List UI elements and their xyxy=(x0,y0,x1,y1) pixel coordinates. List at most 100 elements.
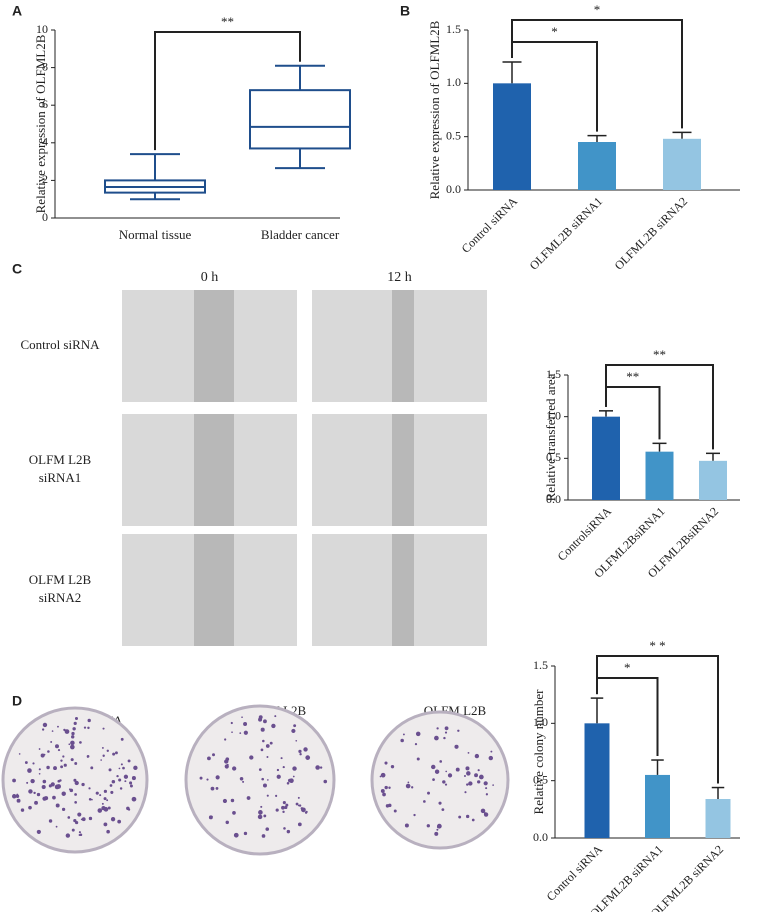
colony xyxy=(233,832,239,838)
bar xyxy=(705,799,731,838)
colony xyxy=(261,777,264,781)
colony xyxy=(38,772,41,775)
significance-label: * xyxy=(624,660,631,675)
bar xyxy=(663,138,701,190)
y-tick-label: 1.0 xyxy=(546,408,561,422)
colony xyxy=(480,808,486,814)
colony xyxy=(297,804,300,807)
colony xyxy=(60,759,63,762)
colony xyxy=(434,831,439,836)
colony xyxy=(57,725,59,728)
colony xyxy=(490,750,493,753)
significance-label: * xyxy=(594,2,601,17)
x-tick-label: Bladder cancer xyxy=(261,227,340,242)
colony xyxy=(413,813,416,817)
colony xyxy=(102,727,105,730)
colony xyxy=(434,735,439,741)
colony xyxy=(57,749,61,752)
colony xyxy=(230,721,233,725)
colony xyxy=(467,751,470,754)
colony xyxy=(442,780,446,784)
colony xyxy=(447,773,453,778)
colony xyxy=(110,817,116,822)
colony xyxy=(479,774,484,780)
colony xyxy=(282,765,285,769)
colony xyxy=(263,719,267,724)
colony xyxy=(215,775,220,780)
colony xyxy=(117,819,122,824)
colony xyxy=(91,798,93,801)
colony xyxy=(16,793,19,796)
colony xyxy=(42,779,47,784)
y-axis-label: Relative colony number xyxy=(531,689,546,815)
colony xyxy=(206,778,209,781)
colony xyxy=(74,762,78,765)
significance-label: ** xyxy=(653,347,666,362)
x-tick-label: OLFML2B siRNA2 xyxy=(612,194,690,272)
colony xyxy=(415,731,421,737)
colony xyxy=(463,774,466,777)
significance-bracket xyxy=(154,31,301,151)
colony xyxy=(73,721,77,725)
colony xyxy=(414,743,418,746)
colony xyxy=(436,828,439,831)
colony xyxy=(289,778,294,783)
colony xyxy=(122,766,125,770)
colony xyxy=(426,824,430,828)
x-tick-label: OLFML2B siRNA1 xyxy=(527,194,605,272)
bar xyxy=(493,83,531,190)
colony xyxy=(81,782,85,787)
colony xyxy=(390,765,395,769)
colony xyxy=(212,753,216,757)
colony xyxy=(249,755,254,760)
colony xyxy=(111,779,116,784)
colony xyxy=(12,778,16,783)
scratch-gap xyxy=(392,290,414,402)
colony xyxy=(444,731,448,734)
colony xyxy=(112,752,116,756)
colony xyxy=(43,753,46,756)
bar xyxy=(584,723,610,838)
x-tick-label: Control siRNA xyxy=(459,194,521,256)
y-tick-label: 1.0 xyxy=(533,715,548,729)
colony xyxy=(492,784,494,786)
colony xyxy=(468,781,473,786)
colony xyxy=(42,722,48,728)
colony xyxy=(55,803,60,808)
colony xyxy=(444,783,448,786)
y-axis-label: Relative expression of OLFML2B xyxy=(33,34,48,213)
y-tick-label: 0.0 xyxy=(546,492,561,506)
colony xyxy=(87,718,91,723)
colony xyxy=(471,818,475,822)
significance-bracket xyxy=(596,655,719,784)
colony xyxy=(18,753,21,755)
colony xyxy=(56,784,62,789)
colony xyxy=(70,744,75,750)
colony xyxy=(86,754,90,758)
colony xyxy=(83,726,87,729)
colony xyxy=(71,735,75,739)
colony xyxy=(241,716,243,719)
colony xyxy=(436,823,442,829)
colony xyxy=(283,827,286,830)
colony xyxy=(305,755,311,760)
colony xyxy=(298,749,302,754)
colony xyxy=(407,781,410,784)
colony xyxy=(416,757,420,761)
colony xyxy=(274,715,277,718)
colony xyxy=(265,827,270,831)
colony xyxy=(269,741,273,745)
colony xyxy=(36,792,41,797)
colony xyxy=(88,797,92,801)
colony xyxy=(131,796,137,802)
colony xyxy=(51,730,54,732)
colony xyxy=(38,768,41,771)
significance-label: ** xyxy=(626,369,639,384)
colony xyxy=(282,801,286,805)
colony xyxy=(88,816,93,821)
colony xyxy=(262,783,267,788)
colony xyxy=(454,744,459,749)
significance-bracket xyxy=(511,19,683,129)
y-tick-label: 8 xyxy=(42,59,48,73)
